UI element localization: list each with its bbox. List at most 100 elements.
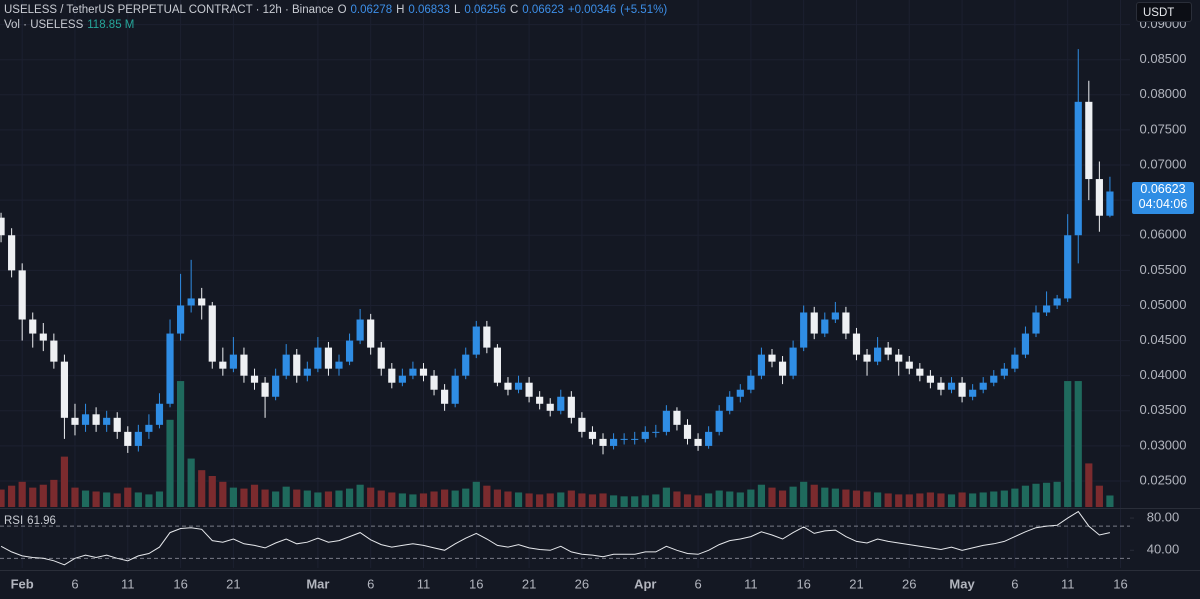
candle-body bbox=[272, 375, 280, 397]
volume-bar bbox=[525, 493, 533, 507]
volume-bar bbox=[314, 492, 322, 507]
candle-body bbox=[937, 382, 945, 390]
candle-body bbox=[113, 417, 121, 432]
currency-button[interactable]: USDT bbox=[1136, 2, 1192, 22]
volume-bar bbox=[863, 491, 871, 507]
y-tick-label: 0.07000 bbox=[1140, 156, 1187, 171]
candle-body bbox=[578, 417, 586, 432]
x-tick-label: 11 bbox=[417, 576, 431, 591]
volume-bar bbox=[895, 494, 903, 507]
rsi-tick-label: 80.00 bbox=[1147, 509, 1180, 524]
ohlc-letter: H bbox=[396, 4, 405, 16]
candle-body bbox=[166, 333, 174, 404]
volume-bar bbox=[472, 481, 480, 507]
candle-body bbox=[905, 361, 913, 369]
x-tick-label: 21 bbox=[522, 576, 536, 591]
x-tick-label: 6 bbox=[71, 576, 78, 591]
volume-bar bbox=[250, 484, 259, 507]
candle-body bbox=[176, 305, 185, 334]
candle-body bbox=[398, 375, 406, 383]
volume-bar bbox=[113, 493, 121, 507]
candle-body bbox=[631, 438, 639, 440]
candle-body bbox=[451, 375, 459, 404]
volume-bar bbox=[92, 491, 100, 507]
y-tick-label: 0.05000 bbox=[1140, 297, 1187, 312]
candle-body bbox=[694, 438, 702, 446]
candle-body bbox=[715, 410, 723, 432]
volume-bar bbox=[567, 490, 575, 507]
y-tick-label: 0.05500 bbox=[1140, 262, 1187, 277]
x-tick-label: 11 bbox=[744, 576, 758, 591]
candle-body bbox=[92, 414, 100, 425]
y-tick-label: 0.04500 bbox=[1140, 332, 1187, 347]
candle-body bbox=[50, 340, 58, 362]
candle-body bbox=[1053, 298, 1061, 306]
volume-bar bbox=[229, 487, 237, 507]
y-tick-label: 0.08500 bbox=[1140, 51, 1187, 66]
candle-body bbox=[831, 312, 839, 320]
volume-bar bbox=[620, 496, 628, 507]
price-tag-value: 0.06623 bbox=[1140, 182, 1186, 196]
x-tick-label: May bbox=[949, 576, 975, 591]
candle-body bbox=[620, 438, 628, 440]
volume-bar bbox=[124, 487, 132, 507]
candle-body bbox=[821, 319, 829, 334]
candle-body bbox=[314, 347, 322, 369]
candle-body bbox=[926, 375, 934, 383]
volume-bar bbox=[926, 492, 934, 507]
rsi-name: RSI bbox=[4, 515, 24, 527]
candle-body bbox=[441, 389, 449, 404]
y-tick-label: 0.02500 bbox=[1140, 472, 1187, 487]
candle-body bbox=[367, 319, 375, 348]
volume-bar bbox=[578, 493, 586, 507]
volume-bar bbox=[757, 484, 766, 507]
candle-body bbox=[863, 354, 871, 362]
candle-body bbox=[789, 347, 797, 376]
volume-bar bbox=[842, 489, 850, 507]
volume-bar bbox=[483, 485, 491, 507]
volume-bar bbox=[166, 419, 174, 507]
candle-body bbox=[229, 354, 237, 369]
volume-bar bbox=[441, 489, 449, 507]
candle-body bbox=[609, 438, 618, 446]
volume-unit: M bbox=[124, 19, 135, 31]
rsi-header: RSI 61.96 bbox=[4, 515, 56, 527]
volume-bar bbox=[536, 494, 544, 507]
candle-body bbox=[430, 375, 438, 390]
volume-bar bbox=[493, 489, 502, 507]
candle-body bbox=[134, 431, 142, 446]
candle-body bbox=[683, 424, 692, 439]
candle-body bbox=[483, 326, 491, 348]
volume-bar bbox=[715, 490, 723, 507]
chart-title: USELESS / TetherUS PERPETUAL CONTRACT · … bbox=[4, 4, 334, 16]
candle-body bbox=[810, 312, 818, 334]
volume-bar bbox=[1042, 482, 1051, 507]
volume-bar bbox=[419, 493, 428, 507]
candle-body bbox=[1021, 333, 1030, 355]
volume-bar bbox=[462, 488, 470, 507]
x-tick-label: 16 bbox=[796, 576, 810, 591]
candle-body bbox=[198, 298, 206, 306]
volume-bar bbox=[1095, 485, 1103, 507]
volume-bar bbox=[18, 481, 26, 507]
x-tick-label: 11 bbox=[1061, 576, 1075, 591]
x-tick-label: 26 bbox=[575, 576, 589, 591]
volume-bar bbox=[29, 487, 37, 507]
candle-body bbox=[155, 403, 164, 425]
volume-bar bbox=[631, 496, 639, 507]
x-tick-label: Feb bbox=[11, 576, 34, 591]
volume-bar bbox=[800, 481, 808, 507]
volume-bar bbox=[103, 492, 111, 507]
candle-body bbox=[1106, 191, 1114, 216]
volume-bar bbox=[303, 490, 311, 507]
candle-body bbox=[187, 298, 195, 306]
volume-bar bbox=[874, 492, 882, 507]
y-tick-label: 0.04000 bbox=[1140, 367, 1187, 382]
candle-body bbox=[768, 354, 776, 362]
volume-bar bbox=[0, 489, 5, 507]
volume-bar bbox=[546, 493, 554, 507]
volume-bar bbox=[831, 488, 839, 507]
volume-bar bbox=[662, 487, 670, 507]
x-tick-label: 16 bbox=[173, 576, 187, 591]
volume-bar bbox=[694, 495, 702, 507]
